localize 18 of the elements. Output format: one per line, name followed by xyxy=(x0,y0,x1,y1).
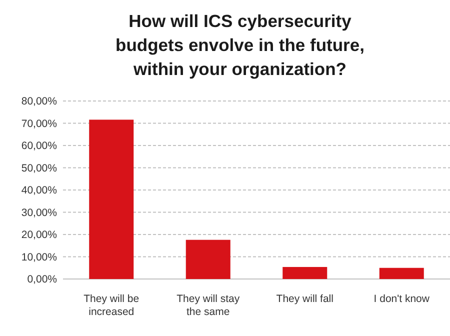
x-tick-label: They will be increased xyxy=(84,293,140,318)
bar xyxy=(186,240,230,279)
bar xyxy=(89,120,134,279)
y-tick-label: 60,00% xyxy=(21,140,57,152)
y-tick-label: 10,00% xyxy=(21,251,57,264)
y-tick-label: 70,00% xyxy=(21,118,57,130)
x-tick-label: They will fall xyxy=(276,293,334,305)
y-tick-label: 80,00% xyxy=(21,96,57,108)
y-tick-label: 50,00% xyxy=(21,162,57,174)
y-tick-label: 20,00% xyxy=(21,229,57,242)
bar xyxy=(379,268,424,279)
x-tick-label: They will stay the same xyxy=(176,293,240,318)
y-tick-label: 0,00% xyxy=(27,274,57,286)
chart-title: How will ICS cybersecurity budgets envolve in the future, within your organization? xyxy=(116,11,364,79)
bar xyxy=(282,266,328,279)
x-tick-label: I don't know xyxy=(374,293,430,305)
y-tick-label: 40,00% xyxy=(21,184,57,197)
y-tick-label: 30,00% xyxy=(21,206,57,219)
